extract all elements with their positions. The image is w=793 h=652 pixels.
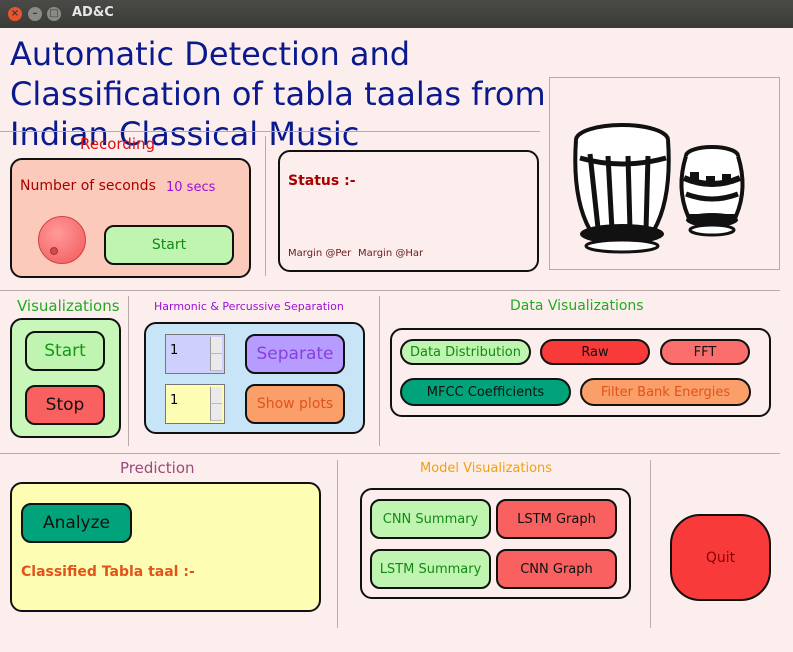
divider (128, 296, 129, 446)
window-maximize-button[interactable]: □ (47, 7, 61, 21)
separation-spinbox-1[interactable]: 1 (165, 334, 225, 374)
window-minimize-button[interactable]: – (28, 7, 42, 21)
divider (379, 296, 380, 446)
separate-button[interactable]: Separate (245, 334, 345, 374)
spinbox-1-arrows-icon[interactable] (210, 337, 222, 371)
raw-button[interactable]: Raw (540, 339, 650, 365)
record-start-button[interactable]: Start (104, 225, 234, 265)
divider (0, 453, 780, 454)
analyze-button[interactable]: Analyze (21, 503, 132, 543)
divider (265, 136, 266, 276)
divider (0, 131, 540, 132)
visualizations-panel: Start Stop (10, 318, 121, 438)
separation-spinbox-2[interactable]: 1 (165, 384, 225, 424)
spinbox-2-value: 1 (170, 393, 179, 408)
spinbox-2-arrows-icon[interactable] (210, 387, 222, 421)
tabla-drums-icon (573, 123, 745, 254)
status-panel: Status :- Margin @Per Margin @Har (278, 150, 539, 272)
model-vis-panel: CNN Summary LSTM Graph LSTM Summary CNN … (360, 488, 631, 599)
window-title: AD&C (72, 5, 114, 20)
window-close-button[interactable]: × (8, 7, 22, 21)
app-window: Automatic Detection and Classification o… (0, 28, 793, 652)
status-label: Status :- (288, 173, 356, 189)
prediction-heading: Prediction (120, 459, 195, 477)
dial-indicator-icon (50, 247, 58, 255)
classified-taal-label: Classified Tabla taal :- (21, 564, 195, 580)
separation-panel: 1 1 Separate Show plots (144, 322, 365, 434)
vis-stop-button[interactable]: Stop (25, 385, 105, 425)
data-distribution-button[interactable]: Data Distribution (400, 339, 531, 365)
quit-button[interactable]: Quit (670, 514, 771, 601)
data-vis-panel: Data Distribution Raw FFT MFCC Coefficie… (390, 328, 771, 417)
data-vis-heading: Data Visualizations (510, 298, 644, 314)
filter-bank-energies-button[interactable]: Filter Bank Energies (580, 378, 751, 406)
margin-per-label: Margin @Per (288, 248, 352, 259)
recording-heading: Recording (80, 135, 156, 153)
lstm-graph-button[interactable]: LSTM Graph (496, 499, 617, 539)
cnn-summary-button[interactable]: CNN Summary (370, 499, 491, 539)
lstm-summary-button[interactable]: LSTM Summary (370, 549, 491, 589)
separation-heading: Harmonic & Percussive Separation (154, 300, 344, 313)
seconds-label: Number of seconds (20, 178, 156, 194)
seconds-dial[interactable] (38, 216, 86, 264)
divider (337, 460, 338, 628)
divider (650, 460, 651, 628)
app-title: Automatic Detection and Classification o… (10, 35, 546, 153)
show-plots-button[interactable]: Show plots (245, 384, 345, 424)
cnn-graph-button[interactable]: CNN Graph (496, 549, 617, 589)
divider (0, 290, 780, 291)
margin-har-label: Margin @Har (358, 248, 424, 259)
tabla-logo-frame (549, 77, 780, 270)
fft-button[interactable]: FFT (660, 339, 750, 365)
vis-start-button[interactable]: Start (25, 331, 105, 371)
model-vis-heading: Model Visualizations (420, 461, 553, 476)
recording-panel: Number of seconds 10 secs Start (10, 158, 251, 278)
visualizations-heading: Visualizations (17, 297, 120, 315)
prediction-panel: Analyze Classified Tabla taal :- (10, 482, 321, 612)
mfcc-coefficients-button[interactable]: MFCC Coefficients (400, 378, 571, 406)
spinbox-1-value: 1 (170, 343, 179, 358)
window-titlebar: × – □ AD&C (0, 0, 793, 28)
seconds-value: 10 secs (166, 180, 216, 195)
